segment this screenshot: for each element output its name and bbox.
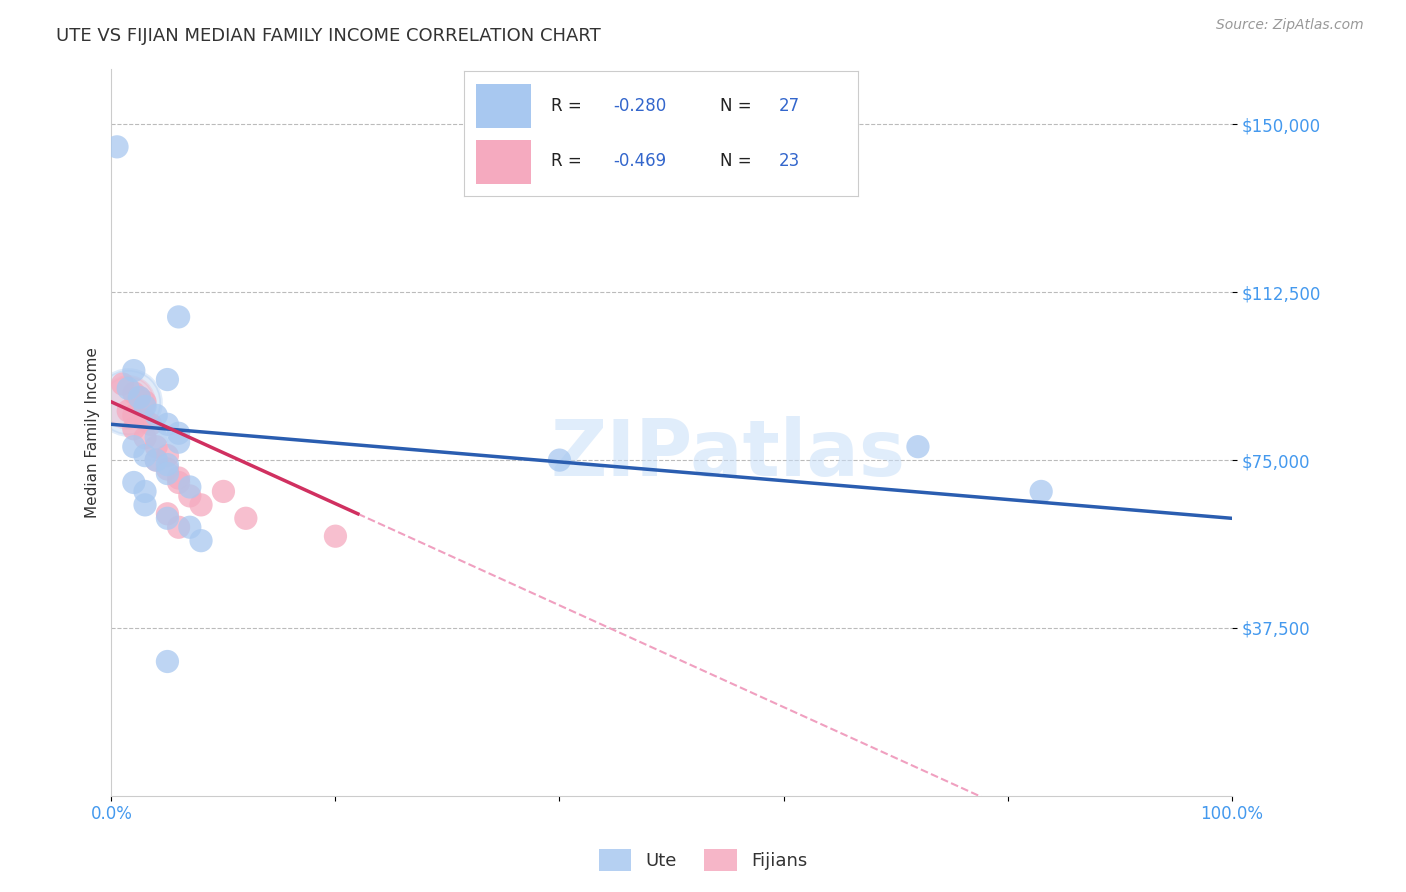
Point bbox=[134, 484, 156, 499]
FancyBboxPatch shape bbox=[475, 140, 531, 184]
Text: Source: ZipAtlas.com: Source: ZipAtlas.com bbox=[1216, 18, 1364, 32]
Text: -0.280: -0.280 bbox=[613, 97, 666, 115]
FancyBboxPatch shape bbox=[475, 84, 531, 128]
Point bbox=[156, 458, 179, 472]
Text: 27: 27 bbox=[779, 97, 800, 115]
Legend: Ute, Fijians: Ute, Fijians bbox=[592, 842, 814, 879]
Point bbox=[167, 475, 190, 490]
Point bbox=[167, 471, 190, 485]
Point bbox=[145, 431, 167, 445]
Point bbox=[122, 363, 145, 377]
Point bbox=[134, 449, 156, 463]
Point bbox=[122, 440, 145, 454]
Point bbox=[111, 377, 134, 392]
Text: R =: R = bbox=[551, 97, 586, 115]
Point bbox=[122, 409, 145, 423]
Point bbox=[134, 498, 156, 512]
Point bbox=[134, 400, 156, 414]
Point bbox=[212, 484, 235, 499]
Point bbox=[156, 417, 179, 432]
Point bbox=[117, 395, 139, 409]
Point bbox=[139, 417, 162, 432]
Point bbox=[235, 511, 257, 525]
Point bbox=[179, 480, 201, 494]
Text: N =: N = bbox=[720, 153, 756, 170]
Text: UTE VS FIJIAN MEDIAN FAMILY INCOME CORRELATION CHART: UTE VS FIJIAN MEDIAN FAMILY INCOME CORRE… bbox=[56, 27, 600, 45]
Y-axis label: Median Family Income: Median Family Income bbox=[86, 347, 100, 517]
Point bbox=[1031, 484, 1053, 499]
Point bbox=[122, 422, 145, 436]
Point bbox=[122, 386, 145, 401]
Point bbox=[907, 440, 929, 454]
Point bbox=[117, 382, 139, 396]
Point bbox=[179, 489, 201, 503]
Point bbox=[105, 140, 128, 154]
Point bbox=[134, 431, 156, 445]
Point bbox=[145, 409, 167, 423]
Point bbox=[190, 533, 212, 548]
Text: -0.469: -0.469 bbox=[613, 153, 666, 170]
Text: ZIPatlas: ZIPatlas bbox=[550, 416, 905, 492]
Point bbox=[325, 529, 347, 543]
Point bbox=[167, 520, 190, 534]
Text: 23: 23 bbox=[779, 153, 800, 170]
Point bbox=[167, 426, 190, 441]
Point bbox=[156, 467, 179, 481]
Point bbox=[156, 462, 179, 476]
Point bbox=[117, 395, 139, 409]
Point bbox=[548, 453, 571, 467]
Point bbox=[134, 395, 156, 409]
Point bbox=[128, 391, 150, 405]
Point bbox=[156, 507, 179, 521]
Point bbox=[179, 520, 201, 534]
Point bbox=[190, 498, 212, 512]
Point bbox=[145, 453, 167, 467]
Point bbox=[122, 475, 145, 490]
Point bbox=[156, 449, 179, 463]
Text: N =: N = bbox=[720, 97, 756, 115]
Point bbox=[145, 440, 167, 454]
Point bbox=[156, 373, 179, 387]
Point bbox=[134, 413, 156, 427]
Point bbox=[145, 453, 167, 467]
Point bbox=[156, 655, 179, 669]
Point bbox=[156, 511, 179, 525]
Point bbox=[117, 404, 139, 418]
Point bbox=[167, 310, 190, 324]
Point bbox=[128, 391, 150, 405]
Text: R =: R = bbox=[551, 153, 586, 170]
Point bbox=[167, 435, 190, 450]
